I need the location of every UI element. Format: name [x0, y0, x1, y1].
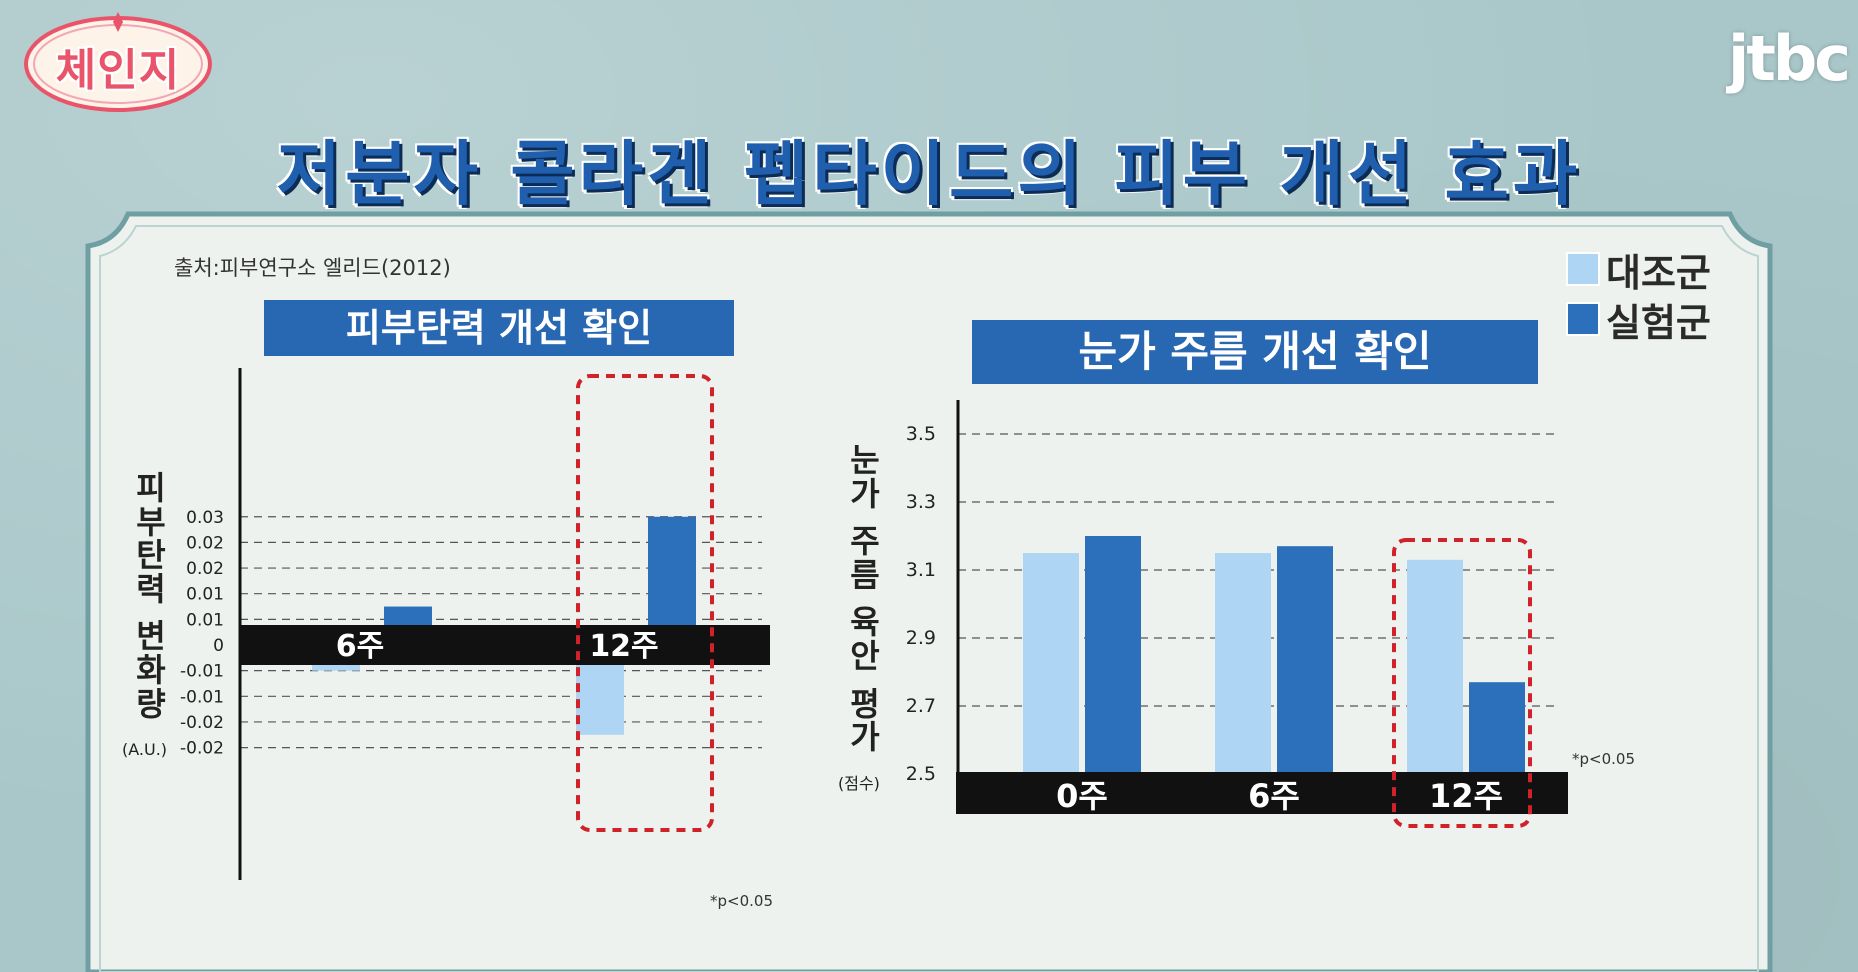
chart2-highlight-box — [1392, 538, 1532, 828]
legend-item-experiment: 실험군 — [1566, 294, 1711, 345]
chart2-significance-note: *p<0.05 — [1572, 750, 1635, 768]
source-note: 출처:피부연구소 엘리드(2012) — [174, 256, 451, 280]
chart2-yunit: (점수) — [838, 774, 880, 793]
chart2-ytick-label: 2.7 — [906, 695, 936, 717]
broadcaster-logo: jtbc — [1727, 22, 1851, 95]
chart2-title: 눈가 주름 개선 확인 — [972, 320, 1538, 384]
chart1-category-label: 12주 — [589, 629, 658, 664]
chart1-ytick-label: 0 — [213, 636, 224, 656]
chart1-ytick-label: 0.01 — [186, 610, 224, 630]
chart1-ytick-label: -0.02 — [180, 739, 224, 759]
chart1-yunit: (A.U.) — [122, 740, 168, 759]
chart1-ytick-label: -0.01 — [180, 662, 224, 682]
chart2-base-band — [956, 772, 1568, 814]
chart2-bar-control — [1215, 553, 1271, 774]
chart1-ytick-label: -0.02 — [180, 713, 224, 733]
chart2-ytick-label: 3.5 — [906, 423, 936, 445]
page-title: 저분자 콜라겐 펩타이드의 피부 개선 효과 — [276, 133, 1582, 215]
legend-label-control: 대조군 — [1606, 250, 1711, 295]
legend: 대조군 실험군 — [1566, 244, 1711, 345]
chart1-title: 피부탄력 개선 확인 — [264, 300, 734, 356]
chart1-ytick-label: 0.02 — [186, 559, 224, 579]
program-logo-text: 체인지 — [55, 45, 181, 96]
chart1-significance-note: *p<0.05 — [710, 892, 773, 910]
chart-skin-elasticity: 0.03 0.02 0.02 0.01 0.01 0 -0.01 -0.01 -0.02 -0.0… — [180, 368, 770, 880]
legend-swatch-experiment — [1566, 302, 1600, 336]
chart2-ytick-label: 2.5 — [906, 763, 936, 785]
logo-badge-icon — [24, 12, 212, 112]
chart2-bar-control — [1023, 553, 1079, 774]
chart1-ytick-label: 0.02 — [186, 533, 224, 553]
chart2-ytick-label: 3.3 — [906, 491, 936, 513]
legend-swatch-control — [1566, 252, 1600, 286]
legend-label-experiment: 실험군 — [1606, 300, 1711, 345]
chart2-ytick-label: 2.9 — [906, 627, 936, 649]
legend-item-control: 대조군 — [1566, 244, 1711, 295]
chart2-bar-control — [1407, 559, 1463, 774]
chart1-ytick-label: 0.03 — [186, 508, 224, 528]
chart1-bar-experiment — [648, 516, 696, 645]
chart2-bar-experiment — [1469, 682, 1525, 774]
chart2-ytick-label: 3.1 — [906, 559, 936, 581]
chart1-ytick-label: 0.01 — [186, 585, 224, 605]
chart2-category-label: 0주 — [1056, 777, 1108, 815]
chart1-highlight-box — [576, 374, 714, 832]
chart2-category-label: 6주 — [1248, 777, 1300, 815]
program-logo: 체인지 — [20, 6, 216, 118]
chart-eye-wrinkle: 3.5 3.3 3.1 2.9 2.7 2.5 0주 6주 12주 — [906, 400, 1568, 828]
chart1-zero-band — [240, 625, 770, 665]
chart2-category-label: 12주 — [1429, 777, 1503, 815]
chart2-bar-experiment — [1277, 546, 1333, 774]
chart1-category-label: 6주 — [336, 629, 384, 664]
chart2-bar-experiment — [1085, 536, 1141, 774]
chart1-ytick-label: -0.01 — [180, 687, 224, 707]
